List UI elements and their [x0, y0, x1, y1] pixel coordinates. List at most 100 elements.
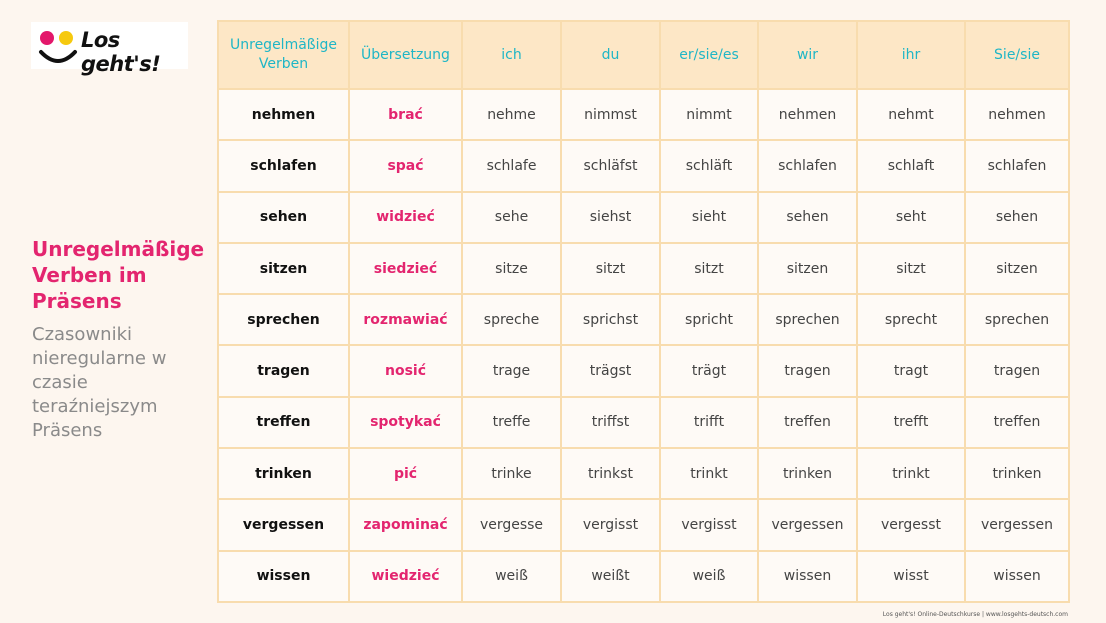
verb-cell: sehen: [217, 190, 350, 244]
verb-cell: schlafen: [217, 139, 350, 193]
conjugation-cell: schläfst: [560, 139, 661, 193]
page-title: Unregelmäßige Verben im Präsens: [32, 237, 205, 313]
verb-cell: nehmen: [217, 87, 350, 142]
translation-cell: nosić: [348, 344, 463, 398]
conjugation-cell: nimmst: [560, 87, 661, 142]
conjugation-cell: sitze: [461, 241, 562, 296]
translation-cell: siedzieć: [348, 241, 463, 296]
conjugation-cell: vergessen: [757, 498, 858, 552]
table-row: sprechen rozmawiać spreche sprichst spricht s…: [217, 293, 1070, 347]
conjugation-cell: tragen: [757, 344, 858, 398]
conjugation-cell: sprecht: [856, 293, 966, 347]
conjugation-cell: nehme: [461, 87, 562, 142]
conjugation-cell: sehe: [461, 190, 562, 244]
conjugation-cell: schläft: [659, 139, 759, 193]
conjugation-cell: trefft: [856, 395, 966, 450]
conjugation-cell: sitzt: [659, 241, 759, 296]
conjugation-cell: weiß: [461, 549, 562, 604]
conjugation-cell: sehen: [964, 190, 1070, 244]
verb-cell: sitzen: [217, 241, 350, 296]
table-row: vergessen zapominać vergesse vergisst vergis…: [217, 498, 1070, 552]
conjugation-cell: treffen: [757, 395, 858, 450]
conjugation-cell: tragen: [964, 344, 1070, 398]
verb-cell: tragen: [217, 344, 350, 398]
conjugation-cell: seht: [856, 190, 966, 244]
conjugation-cell: triffst: [560, 395, 661, 450]
conjugation-cell: tragt: [856, 344, 966, 398]
translation-cell: widzieć: [348, 190, 463, 244]
conjugation-cell: schlaft: [856, 139, 966, 193]
conjugation-cell: weißt: [560, 549, 661, 604]
conjugation-cell: vergesse: [461, 498, 562, 552]
table-header-row: Unregelmäßige Verben Übersetzung ich du er/s…: [217, 20, 1070, 90]
conjugation-cell: trägt: [659, 344, 759, 398]
conjugation-cell: vergisst: [560, 498, 661, 552]
logo-pink-dot-icon: [40, 31, 54, 45]
table-row: treffen spotykać treffe triffst trifft treffe…: [217, 395, 1070, 450]
conjugation-cell: wissen: [964, 549, 1070, 604]
conjugation-cell: sieht: [659, 190, 759, 244]
verb-cell: wissen: [217, 549, 350, 604]
table-row: sitzen siedzieć sitze sitzt sitzt sitzen sitzt…: [217, 241, 1070, 296]
conjugation-cell: trinkt: [856, 447, 966, 501]
table-row: nehmen brać nehme nimmst nimmt nehmen nehmt neh…: [217, 87, 1070, 142]
verb-cell: vergessen: [217, 498, 350, 552]
table-row: tragen nosić trage trägst trägt tragen tragt tr…: [217, 344, 1070, 398]
conjugation-cell: spricht: [659, 293, 759, 347]
footer-text: Los geht's! Online-Deutschkurse | www.lo…: [882, 611, 1068, 618]
logo-yellow-dot-icon: [59, 31, 73, 45]
conjugation-cell: sehen: [757, 190, 858, 244]
page-subtitle: Czasowniki nieregularne w czasie teraźni…: [32, 324, 167, 441]
table-row: sehen widzieć sehe siehst sieht sehen seht sehe…: [217, 190, 1070, 244]
conjugation-cell: trinke: [461, 447, 562, 501]
translation-cell: pić: [348, 447, 463, 501]
conjugation-cell: wisst: [856, 549, 966, 604]
table-row: trinken pić trinke trinkst trinkt trinken trin…: [217, 447, 1070, 501]
conjugation-cell: trifft: [659, 395, 759, 450]
conjugation-cell: trinkt: [659, 447, 759, 501]
conjugation-cell: schlafen: [757, 139, 858, 193]
verb-cell: trinken: [217, 447, 350, 501]
column-header: ich: [461, 20, 562, 90]
translation-cell: spotykać: [348, 395, 463, 450]
conjugation-cell: trinken: [757, 447, 858, 501]
conjugation-cell: weiß: [659, 549, 759, 604]
column-header: Übersetzung: [348, 20, 463, 90]
conjugation-cell: wissen: [757, 549, 858, 604]
conjugation-cell: siehst: [560, 190, 661, 244]
conjugation-cell: trägst: [560, 344, 661, 398]
translation-cell: spać: [348, 139, 463, 193]
conjugation-cell: spreche: [461, 293, 562, 347]
conjugation-cell: vergisst: [659, 498, 759, 552]
column-header: ihr: [856, 20, 966, 90]
verb-conjugation-table: Unregelmäßige Verben Übersetzung ich du er/s…: [217, 20, 1070, 604]
logo-text: Los geht's!: [81, 28, 161, 76]
translation-cell: wiedzieć: [348, 549, 463, 604]
conjugation-cell: sitzen: [757, 241, 858, 296]
conjugation-cell: schlafe: [461, 139, 562, 193]
conjugation-cell: vergesst: [856, 498, 966, 552]
conjugation-cell: sitzen: [964, 241, 1070, 296]
conjugation-cell: trinkst: [560, 447, 661, 501]
translation-cell: brać: [348, 87, 463, 142]
conjugation-cell: sitzt: [560, 241, 661, 296]
conjugation-cell: nehmen: [964, 87, 1070, 142]
translation-cell: zapominać: [348, 498, 463, 552]
logo: Los geht's!: [31, 22, 188, 76]
conjugation-cell: sprichst: [560, 293, 661, 347]
column-header: Unregelmäßige Verben: [217, 20, 350, 90]
conjugation-cell: sprechen: [964, 293, 1070, 347]
column-header: Sie/sie: [964, 20, 1070, 90]
verb-cell: treffen: [217, 395, 350, 450]
verb-cell: sprechen: [217, 293, 350, 347]
conjugation-cell: trage: [461, 344, 562, 398]
conjugation-cell: vergessen: [964, 498, 1070, 552]
translation-cell: rozmawiać: [348, 293, 463, 347]
conjugation-cell: treffe: [461, 395, 562, 450]
conjugation-cell: sitzt: [856, 241, 966, 296]
conjugation-cell: trinken: [964, 447, 1070, 501]
conjugation-cell: sprechen: [757, 293, 858, 347]
column-header: wir: [757, 20, 858, 90]
conjugation-cell: nehmt: [856, 87, 966, 142]
conjugation-cell: nimmt: [659, 87, 759, 142]
